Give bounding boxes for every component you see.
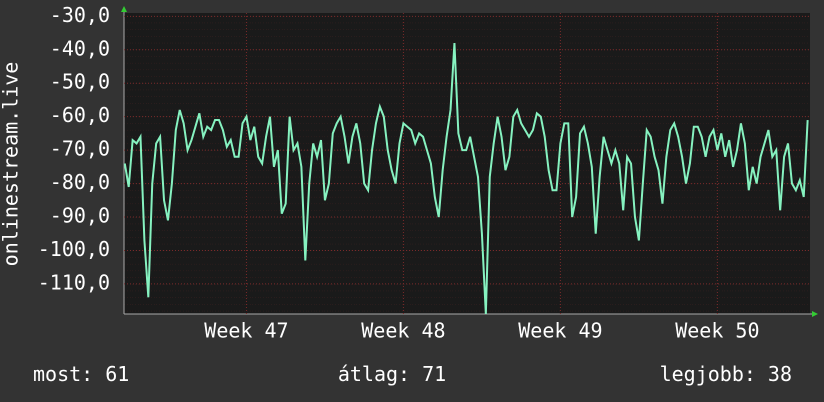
legend-label: most: <box>33 362 93 386</box>
y-tick-label: -80,0 <box>50 170 110 194</box>
legend-entry: legjobb: 38 <box>660 362 792 386</box>
y-tick-label: -60,0 <box>50 103 110 127</box>
legend-label: átlag: <box>338 362 410 386</box>
x-tick-label: Week 47 <box>204 319 288 343</box>
legend-entry: most: 61 <box>33 362 129 386</box>
legend-entry: átlag: 71 <box>338 362 446 386</box>
y-tick-label: -40,0 <box>50 36 110 60</box>
y-axis-label: onlinestream.live <box>0 62 23 267</box>
minor-grid <box>124 13 810 314</box>
y-tick-label: -50,0 <box>50 70 110 94</box>
y-tick-label: -100,0 <box>38 237 110 261</box>
y-tick-label: -110,0 <box>38 270 110 294</box>
legend-value: 61 <box>105 362 129 386</box>
legend-value: 71 <box>422 362 446 386</box>
data-line <box>123 43 809 315</box>
axis-arrow <box>121 6 127 12</box>
y-tick-label: -30,0 <box>50 3 110 27</box>
y-tick-label: -90,0 <box>50 204 110 228</box>
axis-arrow <box>812 311 818 317</box>
legend-value: 38 <box>768 362 792 386</box>
legend-label: legjobb: <box>660 362 756 386</box>
y-tick-label: -70,0 <box>50 137 110 161</box>
x-tick-label: Week 49 <box>518 319 602 343</box>
x-tick-label: Week 50 <box>675 319 759 343</box>
x-tick-label: Week 48 <box>361 319 445 343</box>
